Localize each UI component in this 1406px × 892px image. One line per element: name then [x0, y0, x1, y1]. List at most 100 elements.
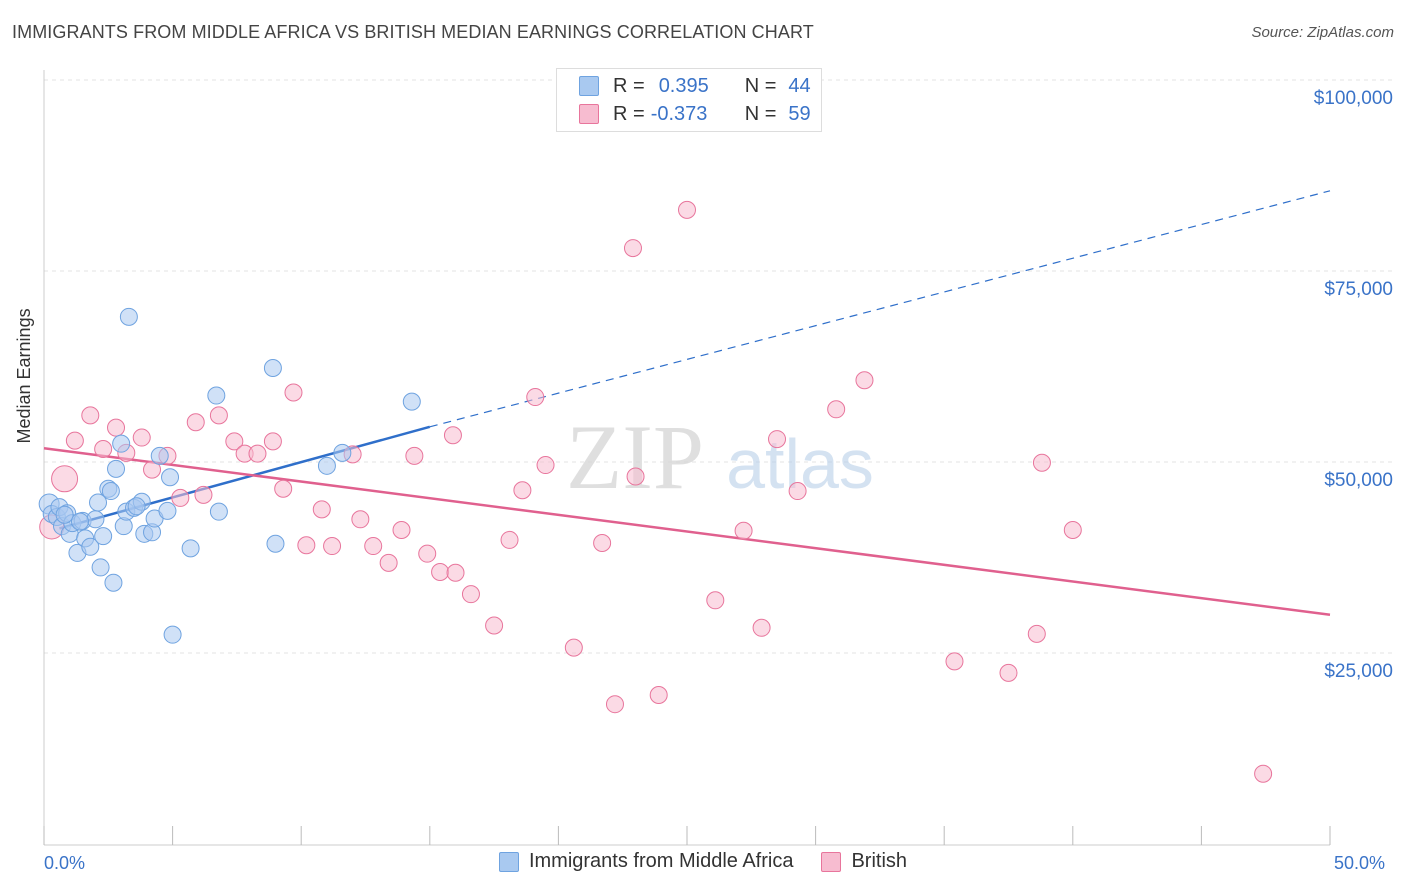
data-points	[38, 200, 1273, 783]
x-tick-label-min: 0.0%	[44, 853, 86, 873]
point-middle-africa	[81, 537, 100, 556]
point-british	[626, 467, 645, 486]
point-british	[379, 553, 398, 572]
point-middle-africa	[150, 446, 169, 465]
legend-row-british: R = -0.373 N = 59	[579, 101, 811, 127]
series-legend: Immigrants from Middle Africa British	[0, 850, 1406, 873]
point-british	[209, 406, 228, 425]
point-british	[1032, 453, 1051, 472]
point-british	[827, 400, 846, 419]
source-credit: Source: ZipAtlas.com	[1251, 24, 1394, 41]
point-british	[284, 383, 303, 402]
legend-swatch-blue	[579, 76, 599, 96]
point-middle-africa	[127, 497, 146, 516]
point-middle-africa	[209, 502, 228, 521]
point-british	[734, 521, 753, 540]
point-middle-africa	[317, 456, 336, 475]
point-british	[312, 500, 331, 519]
point-british	[392, 520, 411, 539]
zipatlas-watermark: ZIP atlas	[566, 406, 874, 508]
point-british	[788, 482, 807, 501]
point-british	[248, 444, 267, 463]
point-middle-africa	[263, 359, 282, 378]
point-middle-africa	[89, 493, 108, 512]
y-tick-label: $75,000	[1324, 279, 1393, 300]
point-british	[107, 418, 126, 437]
legend-r-label: R =	[613, 74, 645, 97]
point-british	[1254, 764, 1273, 783]
legend-row-middle-africa: R = 0.395 N = 44	[579, 73, 811, 99]
point-british	[194, 485, 213, 504]
x-tick-label-max: 50.0%	[1334, 853, 1386, 873]
legend-swatch-blue	[498, 851, 519, 872]
point-middle-africa	[112, 434, 131, 453]
point-british	[605, 695, 624, 714]
point-british	[999, 663, 1018, 682]
point-british	[443, 426, 462, 445]
point-british	[564, 638, 583, 657]
point-british	[706, 591, 725, 610]
legend-label-middle-africa: Immigrants from Middle Africa	[528, 850, 794, 872]
point-british	[65, 431, 84, 450]
legend-n-label: N =	[744, 74, 777, 97]
point-middle-africa	[333, 443, 352, 462]
point-middle-africa	[101, 482, 120, 501]
point-british	[364, 537, 383, 556]
legend-item-middle-africa[interactable]: Immigrants from Middle Africa	[498, 850, 794, 873]
point-middle-africa	[266, 534, 285, 553]
point-middle-africa	[158, 501, 177, 520]
legend-item-british[interactable]: British	[821, 850, 907, 873]
point-british	[500, 530, 519, 549]
y-tick-label: $50,000	[1324, 470, 1393, 491]
point-british	[446, 563, 465, 582]
point-british	[274, 479, 293, 498]
y-tick-label: $25,000	[1324, 661, 1393, 682]
point-middle-africa	[55, 505, 74, 524]
axes	[43, 70, 1331, 846]
point-british	[536, 456, 555, 475]
legend-label-british: British	[851, 850, 908, 872]
point-middle-africa	[94, 527, 113, 546]
point-british	[678, 200, 696, 219]
point-british	[351, 510, 370, 529]
legend-r-value: 0.395	[658, 74, 709, 97]
legend-n-label: N =	[744, 102, 777, 125]
point-middle-africa	[107, 459, 126, 478]
point-british	[855, 371, 874, 390]
chart-title: IMMIGRANTS FROM MIDDLE AFRICA VS BRITISH…	[12, 22, 814, 42]
point-british	[945, 652, 964, 671]
legend-swatch-pink	[579, 104, 599, 124]
point-british	[623, 239, 642, 258]
point-british	[143, 460, 162, 479]
point-british	[405, 446, 424, 465]
point-british	[263, 432, 282, 451]
point-british	[81, 406, 100, 425]
point-british	[461, 585, 480, 604]
point-middle-africa	[402, 392, 421, 411]
point-british	[593, 533, 612, 552]
y-tick-label: $100,000	[1314, 88, 1393, 109]
point-british	[51, 465, 79, 493]
trend-line-british	[43, 447, 1331, 617]
point-british	[513, 481, 532, 500]
y-axis-label: Median Earnings	[14, 308, 34, 444]
legend-n-value: 44	[788, 74, 811, 97]
point-british	[132, 428, 151, 447]
point-middle-africa	[91, 558, 110, 577]
watermark-zip: ZIP	[566, 406, 704, 508]
point-middle-africa	[181, 539, 200, 558]
legend-r-value: -0.373	[650, 102, 708, 125]
point-british	[1027, 624, 1046, 643]
point-british	[297, 536, 316, 555]
point-british	[171, 488, 190, 507]
trend-lines	[43, 190, 1331, 617]
legend-r-label: R =	[613, 102, 645, 125]
point-british	[323, 537, 342, 556]
point-british	[431, 563, 450, 582]
point-middle-africa	[104, 573, 123, 592]
grid-lines	[44, 79, 1392, 654]
point-british	[526, 388, 545, 407]
point-middle-africa	[71, 512, 90, 531]
point-british	[1063, 520, 1082, 539]
